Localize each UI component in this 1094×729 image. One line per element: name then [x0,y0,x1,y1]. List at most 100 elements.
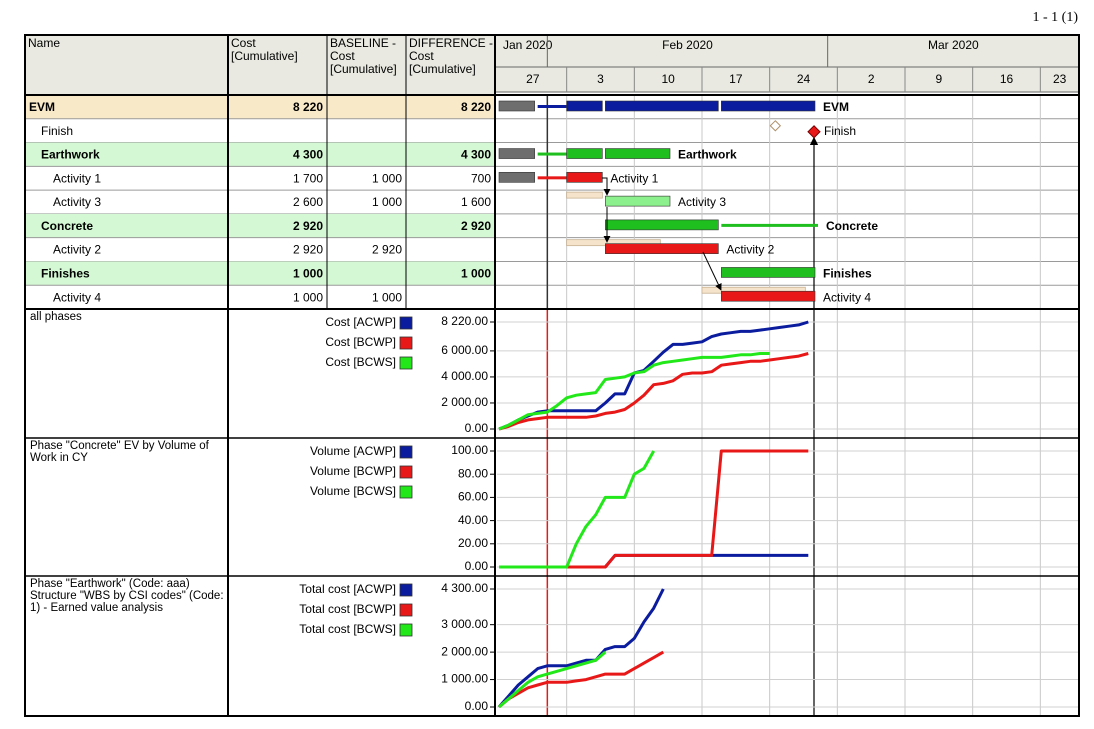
legend-swatch [399,356,413,370]
task-name: Finish [41,124,73,138]
task-bar [498,172,535,183]
task-name: EVM [29,100,55,114]
y-tick-label: 80.00 [458,466,488,480]
row-bg [25,95,495,119]
y-tick-label: 0.00 [465,699,489,713]
cost-cell: 4 300 [461,148,491,162]
gantt-label: EVM [823,100,849,114]
task-bar [566,148,603,159]
cost-cell: 2 600 [293,195,323,209]
cost-cell: 1 000 [372,290,402,304]
y-tick-label: 6 000.00 [441,343,488,357]
series-line [498,650,607,709]
legend-label: Cost [BCWS] [325,355,396,369]
y-tick-label: 100.00 [451,443,488,457]
task-bar [721,100,816,112]
week-label: 17 [729,72,743,86]
legend-swatch [399,316,413,330]
cost-cell: 700 [471,171,491,185]
y-tick-label: 4 000.00 [441,369,488,383]
week-label: 9 [935,72,942,86]
table-header-bg [25,35,495,95]
task-bar [605,148,671,159]
cost-cell: 2 920 [293,219,323,233]
y-tick-label: 1 000.00 [441,672,488,686]
cost-cell: 8 220 [461,100,491,114]
legend-swatch [399,485,413,499]
task-bar [498,100,535,112]
cost-cell: 1 000 [372,171,402,185]
y-tick-label: 2 000.00 [441,395,488,409]
task-name: Concrete [41,219,93,233]
row-bg [25,142,495,167]
cost-cell: 1 000 [293,290,323,304]
series-line [499,553,809,569]
connector-bar [537,152,567,156]
series-line [498,352,770,431]
task-bar [721,290,816,302]
connector-bar [537,105,567,108]
task-bar [498,148,535,159]
legend-label: Volume [BCWP] [310,464,396,478]
week-label: 2 [868,72,875,86]
month-label: Mar 2020 [928,38,979,52]
task-name: Activity 2 [53,243,101,257]
y-tick-label: 3 000.00 [441,617,488,631]
dependency-arrow [602,177,611,196]
chart-title: all phases [30,311,82,323]
gantt-label: Concrete [826,219,878,233]
column-header: DIFFERENCE - Cost [Cumulative] [409,37,493,76]
cost-cell: 2 920 [461,219,491,233]
gantt-label: Finishes [823,267,872,281]
gantt-label: Activity 3 [678,195,726,209]
gantt-label: Earthwork [678,148,737,162]
column-header: Name [28,37,61,50]
legend-swatch [399,603,413,617]
connector-bar [721,223,818,227]
cost-cell: 1 000 [372,195,402,209]
task-bar [605,195,671,207]
task-bar [721,267,816,278]
series-line [497,588,665,708]
frame [24,34,1080,717]
cost-cell: 1 000 [293,267,323,281]
chart-title: Phase "Concrete" EV by Volume of Work in… [30,440,209,464]
gantt-label: Finish [824,124,856,138]
legend-label: Total cost [BCWS] [299,622,396,636]
month-label: Jan 2020 [503,38,553,52]
cost-cell: 2 920 [372,243,402,257]
cost-cell: 1 600 [461,195,491,209]
series-line [499,449,809,569]
task-name: Finishes [41,267,90,281]
legend-swatch [399,465,413,479]
baseline-milestone [769,120,782,132]
task-name: Earthwork [41,148,100,162]
y-tick-label: 60.00 [458,490,488,504]
week-label: 10 [661,72,675,86]
cost-cell: 2 920 [293,243,323,257]
series-line [499,450,656,569]
column-header-box: DIFFERENCE - Cost [Cumulative] [409,37,493,76]
page-label: 1 - 1 (1) [1033,10,1079,25]
week-label: 3 [597,72,604,86]
week-label: 27 [526,72,540,86]
dependency-arrows [602,177,722,291]
y-tick-label: 4 300.00 [441,581,488,595]
timeline-header-bg [495,35,1079,92]
gantt-label: Activity 4 [823,290,871,304]
task-bar [605,100,719,112]
chart-title: Phase "Earthwork" (Code: aaa) Structure … [30,578,224,614]
legend-label: Volume [BCWS] [310,484,396,498]
series-line [498,352,809,431]
cost-cell: 1 700 [293,171,323,185]
cost-cell: 4 300 [293,148,323,162]
row-bg [25,213,495,238]
chart-title-box: all phases [30,311,82,323]
row-bg [25,261,495,286]
y-tick-label: 40.00 [458,513,488,527]
legend-label: Volume [ACWP] [310,444,396,458]
cost-cell: 8 220 [293,100,323,114]
gantt-label: Activity 1 [610,171,658,185]
task-bar [566,172,603,183]
